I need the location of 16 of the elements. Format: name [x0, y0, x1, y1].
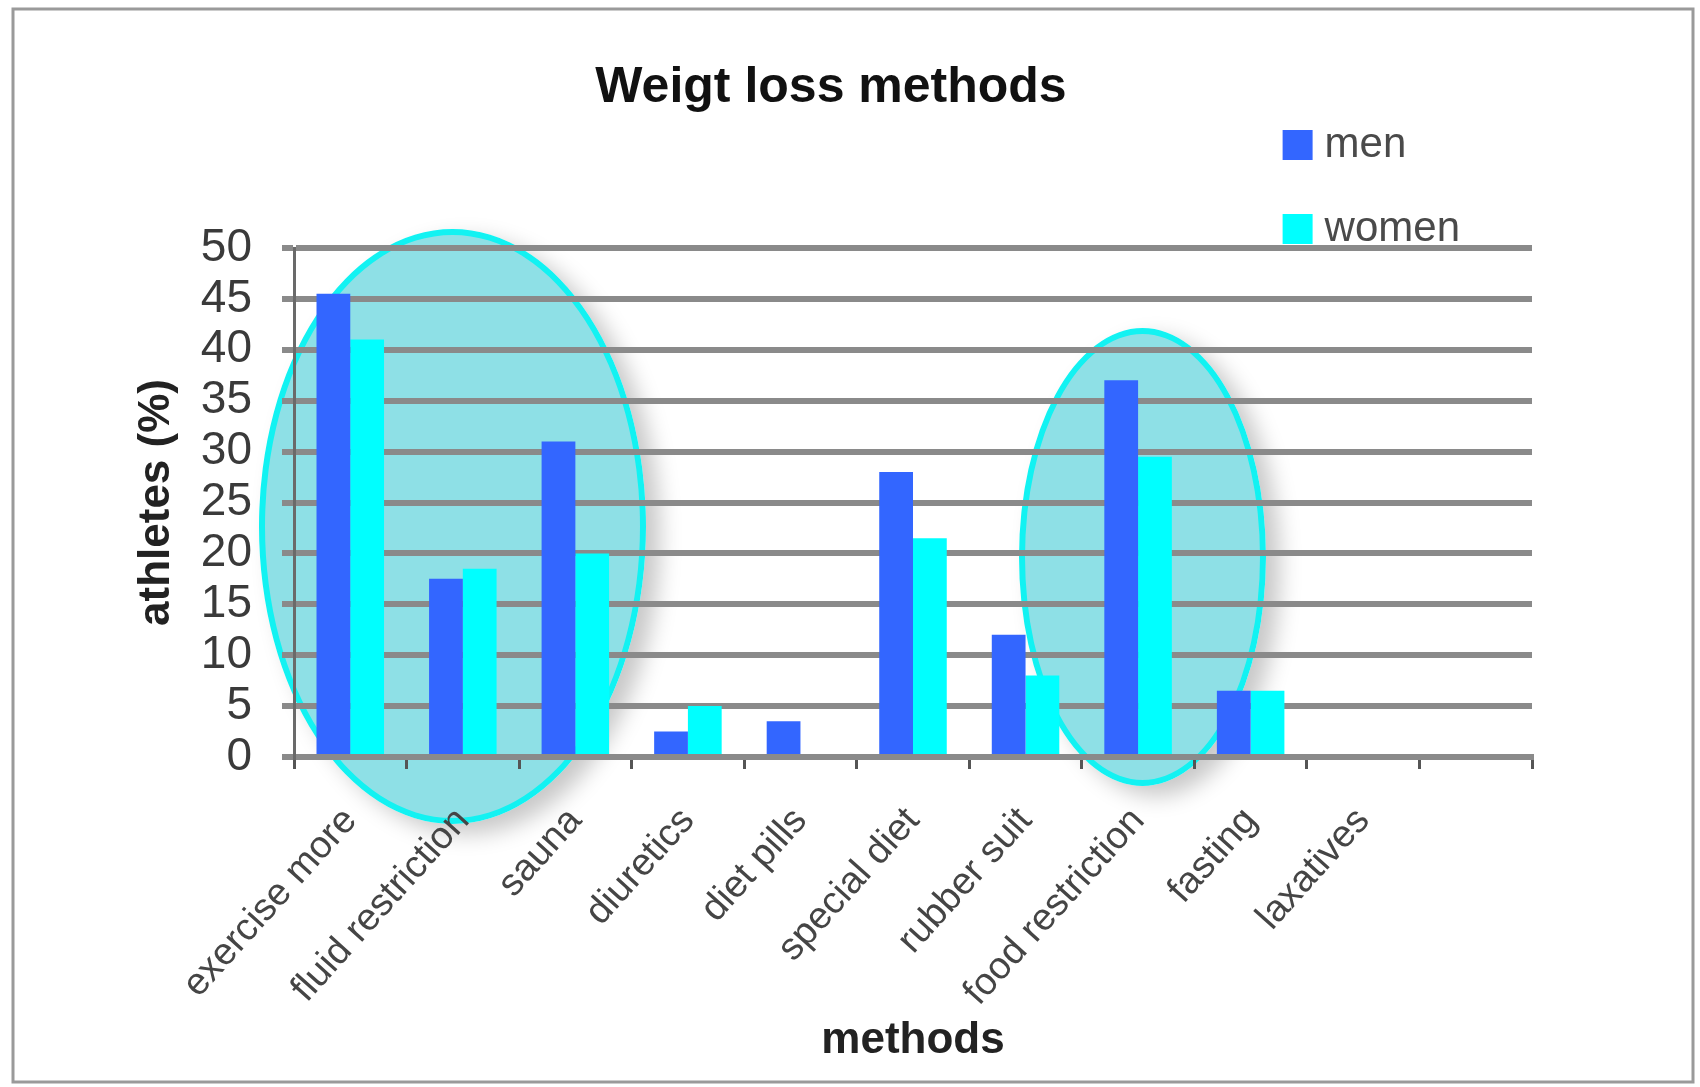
y-tick-label: 40 — [200, 320, 252, 373]
y-tick-label: 35 — [200, 371, 252, 424]
y-tick-label: 15 — [200, 574, 252, 627]
y-tick-label: 0 — [226, 727, 252, 780]
y-tick-label: 45 — [200, 269, 252, 322]
x-axis-title: methods — [821, 1012, 1005, 1062]
legend-label: men — [1324, 118, 1407, 166]
y-tick-label: 25 — [200, 473, 252, 526]
legend-label: women — [1323, 202, 1461, 250]
y-axis-title: athletes (%) — [128, 379, 178, 626]
y-tick-label: 50 — [200, 218, 252, 271]
y-tick-label: 10 — [200, 625, 252, 678]
y-tick-label: 20 — [200, 524, 252, 577]
y-tick-label: 5 — [226, 676, 252, 729]
chart-title: Weigt loss methods — [595, 56, 1067, 113]
y-tick-label: 30 — [200, 422, 252, 475]
